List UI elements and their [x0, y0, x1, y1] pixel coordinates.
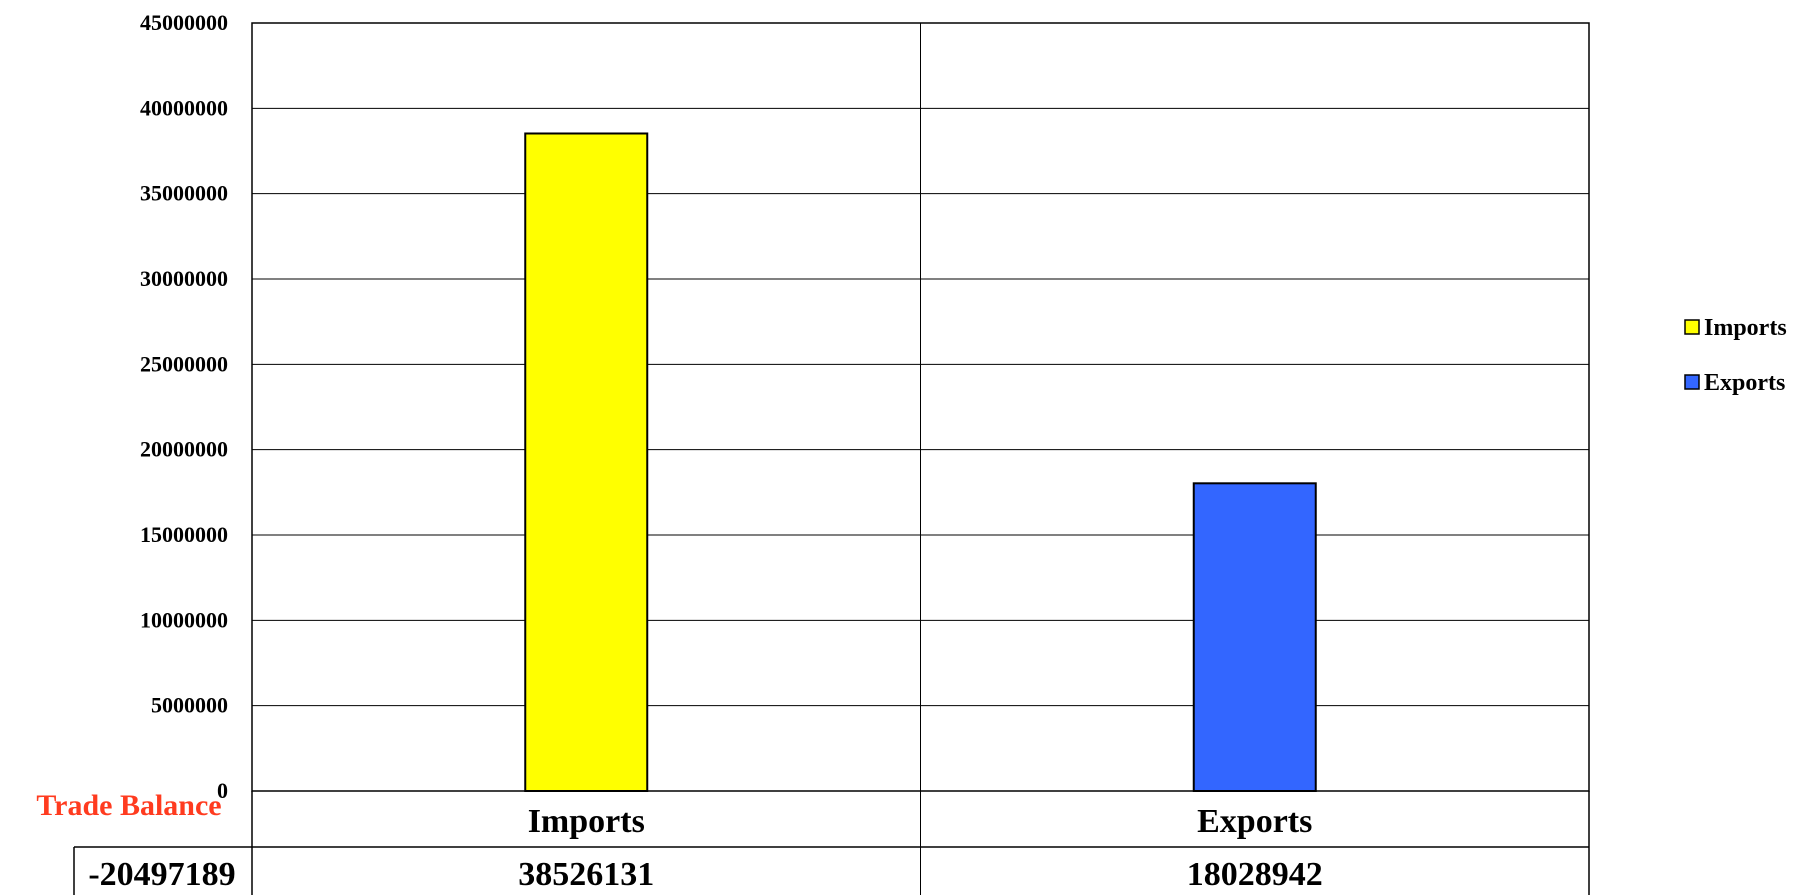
- trade-balance-value: -20497189: [88, 856, 235, 893]
- trade-balance-title: Trade Balance: [36, 789, 221, 822]
- bar-imports[interactable]: [524, 132, 649, 792]
- legend-label-exports[interactable]: Exports: [1704, 370, 1785, 396]
- table-value: 18028942: [1187, 856, 1323, 893]
- y-tick-label: 25000000: [140, 351, 228, 376]
- y-tick-label: 15000000: [140, 522, 228, 547]
- data-table: Imports 38526131 Exports 18028942 -20497189 T…: [36, 789, 1590, 895]
- x-category-label: Exports: [1197, 803, 1312, 840]
- gridlines: [252, 23, 1589, 791]
- bar-exports[interactable]: [1192, 482, 1317, 792]
- y-tick-label: 35000000: [140, 181, 228, 206]
- bars: [524, 132, 1317, 792]
- legend-swatch-exports[interactable]: [1684, 374, 1700, 390]
- legend[interactable]: Imports Exports: [1684, 315, 1787, 396]
- y-tick-label: 5000000: [151, 693, 228, 718]
- legend-label-imports[interactable]: Imports: [1704, 315, 1787, 341]
- y-axis-ticks: 0 5000000 10000000 15000000 20000000 25000000…: [140, 10, 228, 803]
- y-tick-label: 10000000: [140, 607, 228, 632]
- y-tick-label: 40000000: [140, 95, 228, 120]
- y-tick-label: 45000000: [140, 10, 228, 35]
- legend-swatch-imports[interactable]: [1684, 319, 1700, 335]
- y-tick-label: 0: [217, 778, 228, 803]
- table-value: 38526131: [518, 856, 654, 893]
- y-tick-label: 20000000: [140, 437, 228, 462]
- y-tick-label: 30000000: [140, 266, 228, 291]
- x-category-label: Imports: [528, 803, 645, 840]
